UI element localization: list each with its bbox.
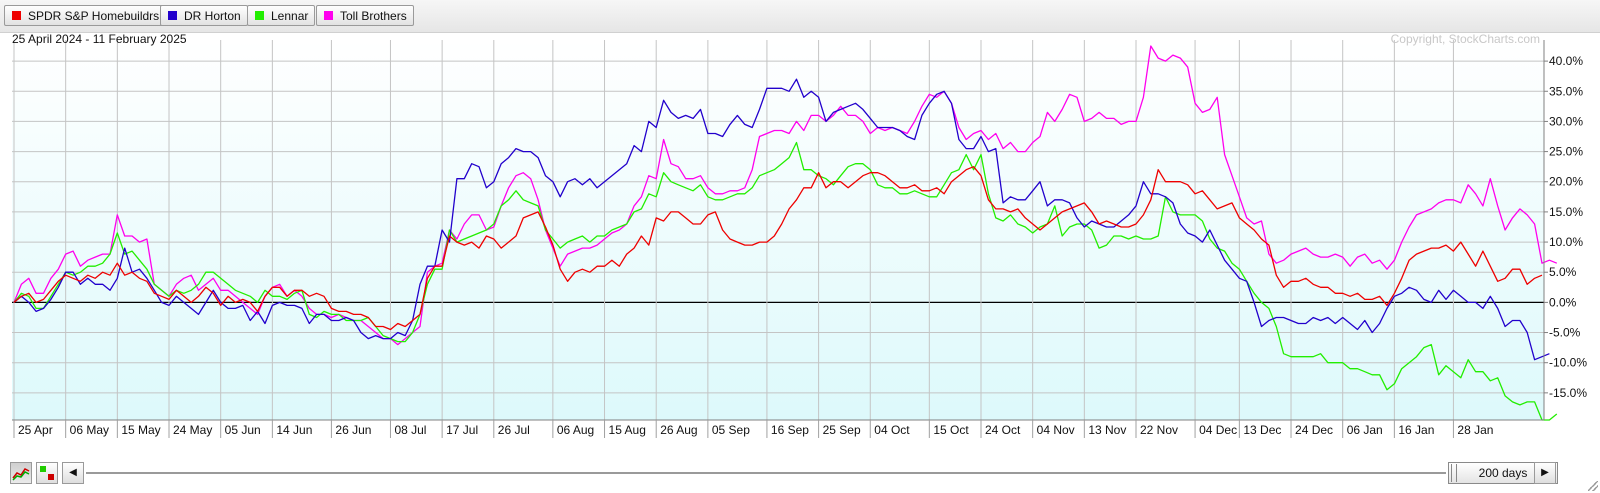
legend-item-label: SPDR S&P Homebuildrs <box>28 9 160 23</box>
legend-swatch <box>168 11 177 20</box>
legend-item-toll-brothers[interactable]: Toll Brothers <box>316 5 414 26</box>
y-axis-ticks: 40.0% 35.0% 30.0% 25.0% 20.0% 15.0% 10.0% 5.0% 0… <box>1544 54 1587 400</box>
x-tick-label: 08 Jul <box>394 423 426 437</box>
performance-chart: 40.0% 35.0% 30.0% 25.0% 20.0% 15.0% 10.0% 5.0% 0… <box>12 32 1587 438</box>
x-tick-label: 15 Aug <box>609 423 646 437</box>
line-chart-icon <box>12 468 30 481</box>
y-tick-label: 35.0% <box>1549 84 1583 98</box>
x-tick-label: 06 May <box>70 423 109 437</box>
x-tick-label: 06 Jan <box>1347 423 1383 437</box>
y-tick-label: -10.0% <box>1549 356 1587 370</box>
performance-bars-icon <box>40 466 54 480</box>
x-tick-label: 28 Jan <box>1457 423 1493 437</box>
scroll-right-button[interactable]: ▶ <box>1534 462 1556 484</box>
x-tick-label: 13 Dec <box>1243 423 1281 437</box>
y-tick-label: -15.0% <box>1549 386 1587 400</box>
y-tick-label: 40.0% <box>1549 54 1583 68</box>
x-tick-label: 04 Dec <box>1199 423 1237 437</box>
x-tick-label: 22 Nov <box>1140 423 1178 437</box>
legend-item-label: Lennar <box>271 9 309 23</box>
line-chart-mode-button[interactable] <box>10 462 32 484</box>
legend-item-spdr-homebuilders[interactable]: SPDR S&P Homebuildrs <box>4 5 167 26</box>
series-lines <box>13 45 1558 421</box>
period-slider-handle[interactable]: 200 days <box>1448 462 1558 484</box>
series-line-spdr-s-p-homebuildrs <box>13 166 1543 331</box>
legend-swatch <box>255 11 264 20</box>
y-tick-label: 15.0% <box>1549 205 1583 219</box>
period-label: 200 days <box>1478 466 1528 480</box>
x-tick-label: 13 Nov <box>1088 423 1126 437</box>
x-tick-label: 04 Oct <box>874 423 910 437</box>
bottom-toolbar: ◀ 200 days ▶ <box>0 455 1600 493</box>
legend-item-lennar[interactable]: Lennar <box>247 5 316 26</box>
x-tick-label: 05 Jun <box>225 423 261 437</box>
x-tick-label: 26 Jul <box>498 423 530 437</box>
x-tick-label: 26 Jun <box>335 423 371 437</box>
x-tick-label: 24 May <box>173 423 212 437</box>
x-tick-label: 25 Sep <box>823 423 861 437</box>
x-tick-label: 24 Dec <box>1295 423 1333 437</box>
x-tick-label: 06 Aug <box>557 423 594 437</box>
x-tick-label: 15 Oct <box>933 423 969 437</box>
scroll-left-button[interactable]: ◀ <box>62 462 84 484</box>
x-tick-label: 15 May <box>121 423 160 437</box>
legend-bar: SPDR S&P Homebuildrs DR Horton Lennar To… <box>0 0 1600 33</box>
legend-swatch <box>12 11 21 20</box>
y-tick-label: -5.0% <box>1549 326 1581 340</box>
legend-swatch <box>324 11 333 20</box>
legend-item-label: DR Horton <box>184 9 241 23</box>
x-tick-label: 24 Oct <box>985 423 1021 437</box>
y-tick-label: 20.0% <box>1549 175 1583 189</box>
series-line-dr-horton <box>13 78 1550 361</box>
x-tick-label: 25 Apr <box>18 423 53 437</box>
legend-item-dr-horton[interactable]: DR Horton <box>160 5 248 26</box>
x-tick-label: 14 Jun <box>276 423 312 437</box>
x-tick-label: 05 Sep <box>712 423 750 437</box>
bar-chart-mode-button[interactable] <box>36 462 58 484</box>
series-line-lennar <box>13 141 1558 421</box>
x-tick-label: 17 Jul <box>446 423 478 437</box>
x-axis-ticks: 25 Apr 06 May 15 May 24 May 05 Jun 14 Jun 26 J… <box>13 420 1493 438</box>
y-tick-label: 0.0% <box>1549 295 1577 309</box>
x-tick-label: 16 Jan <box>1398 423 1434 437</box>
copyright-text: Copyright, StockCharts.com <box>1391 32 1540 46</box>
resize-grip-icon[interactable] <box>1588 481 1598 491</box>
x-tick-label: 16 Sep <box>771 423 809 437</box>
y-tick-label: 10.0% <box>1549 235 1583 249</box>
x-tick-label: 26 Aug <box>660 423 697 437</box>
y-tick-label: 30.0% <box>1549 114 1583 128</box>
y-tick-label: 25.0% <box>1549 145 1583 159</box>
x-tick-label: 04 Nov <box>1037 423 1075 437</box>
date-range-label: 25 April 2024 - 11 February 2025 <box>12 32 187 46</box>
grid-lines <box>12 40 1544 420</box>
time-scroll-track[interactable] <box>86 472 1446 475</box>
legend-item-label: Toll Brothers <box>340 9 407 23</box>
y-tick-label: 5.0% <box>1549 265 1577 279</box>
